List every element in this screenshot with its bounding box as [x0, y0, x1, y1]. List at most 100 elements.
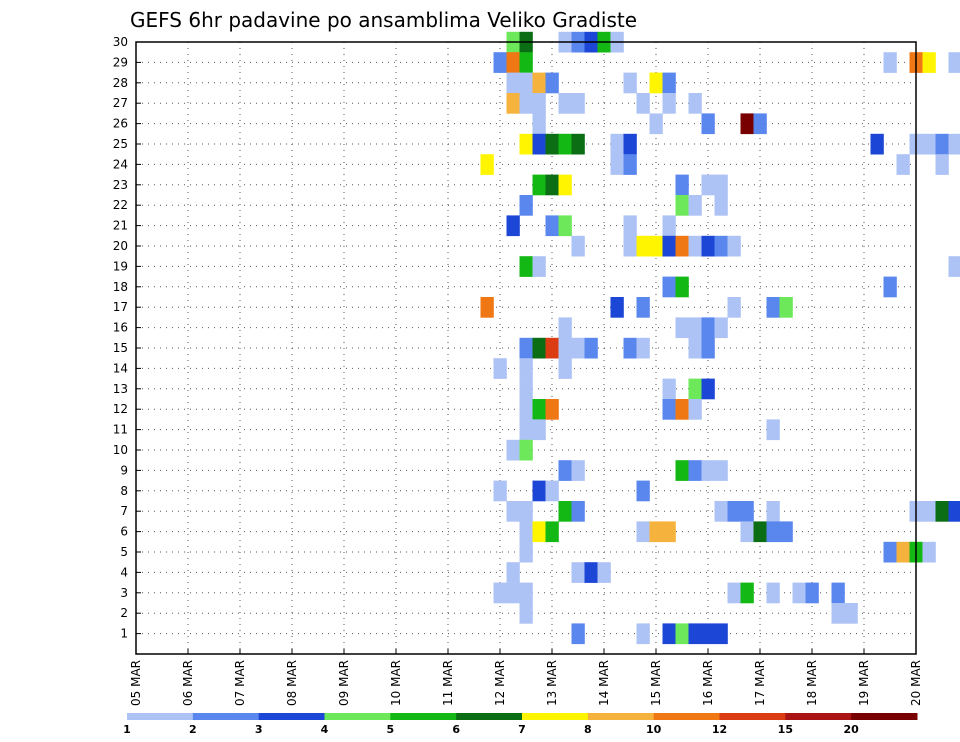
heatmap-cell [610, 154, 624, 175]
heatmap-cell [948, 133, 960, 155]
heatmap-cell [558, 358, 572, 379]
y-tick-label: 3 [120, 586, 128, 600]
heatmap-cell [636, 93, 650, 114]
heatmap-cell [571, 460, 585, 481]
colorbar-swatch [785, 713, 852, 720]
heatmap-cell [545, 480, 559, 502]
x-tick-label: 13 MAR [545, 660, 559, 706]
heatmap-cell [922, 541, 936, 563]
y-tick-label: 20 [113, 239, 128, 253]
x-axis-ticks: 05 MAR 06 MAR 07 MAR 08 MAR 09 MAR 10 MAR 11 M… [129, 649, 923, 706]
y-tick-label: 14 [113, 361, 128, 375]
colorbar-label: 6 [452, 723, 460, 736]
colorbar-label: 10 [646, 723, 662, 736]
heatmap-cell [740, 501, 754, 522]
heatmap-cell [727, 582, 741, 604]
heatmap-cell [519, 52, 533, 73]
heatmap-cell [623, 154, 637, 175]
colorbar-swatch [587, 713, 655, 720]
heatmap-cell [688, 195, 702, 216]
heatmap-cell [688, 623, 702, 645]
heatmap-cell [558, 337, 572, 359]
heatmap-cell [519, 195, 533, 216]
heatmap-cell [571, 337, 585, 359]
y-tick-label: 8 [120, 484, 128, 498]
x-tick-label: 12 MAR [493, 660, 507, 706]
heatmap-cell [870, 133, 884, 155]
heatmap-cell [935, 501, 949, 522]
colorbar-label: 4 [321, 723, 329, 736]
heatmap-cell [701, 460, 715, 481]
heatmap-cell [688, 235, 702, 257]
heatmap-cell [506, 215, 520, 237]
heatmap-cell [675, 460, 689, 481]
heatmap-cell [675, 276, 689, 298]
heatmap-cell [571, 623, 585, 645]
heatmap-cell [532, 174, 546, 196]
heatmap-cell [506, 582, 520, 604]
heatmap-cell [922, 52, 936, 73]
heatmap-cell [662, 215, 676, 237]
heatmap-cell [571, 501, 585, 522]
heatmap-cell [532, 72, 546, 94]
heatmap-cell [558, 460, 572, 481]
y-tick-label: 27 [113, 96, 128, 110]
heatmap-cell [792, 582, 806, 604]
heatmap-cell [701, 337, 715, 359]
heatmap-cell [701, 623, 715, 645]
heatmap-cell [506, 562, 520, 583]
heatmap-cell [571, 93, 585, 114]
heatmap-cell [532, 93, 546, 114]
heatmap-cell [688, 317, 702, 339]
colorbar-label: 15 [778, 723, 793, 736]
heatmap-cell [480, 154, 494, 175]
heatmap-cell [519, 399, 533, 420]
heatmap-cell [571, 133, 585, 155]
heatmap-cell [519, 501, 533, 522]
heatmap-cell [519, 439, 533, 461]
heatmap-cell [740, 113, 754, 135]
heatmap-cell [935, 154, 949, 175]
heatmap-cell [714, 235, 728, 257]
heatmap-cell [779, 521, 793, 543]
heatmap-cell [480, 297, 494, 318]
heatmap-cells [480, 31, 960, 645]
heatmap-cell [571, 235, 585, 257]
colorbar-label: 7 [518, 723, 526, 736]
colorbar-swatch [324, 713, 391, 720]
heatmap-cell [532, 256, 546, 277]
heatmap-cell [623, 337, 637, 359]
heatmap-cell [558, 174, 572, 196]
colorbar-swatch [851, 713, 918, 720]
y-tick-label: 21 [113, 219, 128, 233]
heatmap-cell [584, 337, 598, 359]
y-tick-label: 24 [113, 157, 128, 171]
heatmap-cell [636, 623, 650, 645]
heatmap-cell [766, 297, 780, 318]
heatmap-cell [506, 72, 520, 94]
colorbar-swatch [456, 713, 523, 720]
heatmap-cell [649, 521, 663, 543]
heatmap-cell [766, 521, 780, 543]
heatmap-cell [714, 501, 728, 522]
colorbar-swatch [522, 713, 589, 720]
x-tick-label: 15 MAR [649, 660, 663, 706]
x-tick-label: 16 MAR [701, 660, 715, 706]
heatmap-cell [805, 582, 819, 604]
y-tick-label: 30 [113, 35, 128, 49]
heatmap-cell [493, 52, 507, 73]
heatmap-cell [714, 317, 728, 339]
heatmap-cell [701, 113, 715, 135]
y-tick-label: 28 [113, 76, 128, 90]
y-tick-label: 10 [113, 443, 128, 457]
heatmap-cell [675, 195, 689, 216]
heatmap-cell [558, 133, 572, 155]
y-tick-label: 26 [113, 117, 128, 131]
heatmap-cell [558, 93, 572, 114]
heatmap-cell [506, 93, 520, 114]
colorbar-label: 12 [712, 723, 727, 736]
y-tick-label: 5 [120, 545, 128, 559]
heatmap-cell [896, 541, 910, 563]
heatmap-cell [519, 256, 533, 277]
